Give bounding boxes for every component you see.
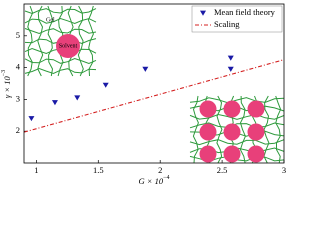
- solvent-droplet: [223, 100, 241, 118]
- plot-frame: [23, 3, 285, 164]
- chart: Gel Solvent 1 1.5 2 2.5 3 2 3 4 5 G × 10−4 γ × 10…: [1, 3, 286, 186]
- y-tick-label: 2: [16, 125, 20, 135]
- data-point: [28, 116, 35, 122]
- solvent-droplet: [199, 145, 217, 163]
- x-axis-label: G × 10−4: [138, 175, 169, 186]
- gel-strand: [24, 67, 97, 75]
- solvent-droplet: [56, 34, 80, 58]
- data-point: [102, 82, 109, 88]
- x-label-text: G × 10: [138, 176, 163, 186]
- solvent-droplet: [223, 145, 241, 163]
- network-illustrations: Gel Solvent: [24, 5, 285, 164]
- legend: Mean field theory Scaling: [191, 5, 283, 33]
- gel-strand: [239, 95, 246, 164]
- gel-strand: [24, 17, 97, 25]
- solvent-droplet: [247, 100, 265, 118]
- y-tick-label: 4: [16, 62, 21, 72]
- gel-strand: [47, 5, 54, 77]
- x-tick-label: 2.5: [217, 165, 228, 175]
- solvent-droplet: [199, 123, 217, 141]
- solvent-droplet: [223, 123, 241, 141]
- x-tick-label: 3: [282, 165, 286, 175]
- data-point: [227, 66, 234, 72]
- gel-strand: [87, 5, 94, 77]
- data-point: [74, 95, 81, 101]
- y-label-text: γ × 10: [2, 76, 12, 99]
- gel-strand: [189, 97, 285, 104]
- legend-marker: [200, 10, 206, 16]
- gel-strand: [24, 8, 97, 15]
- solvent-droplet: [247, 145, 265, 163]
- gel-strand: [37, 5, 44, 77]
- legend-box: [191, 5, 283, 33]
- legend-label: Scaling: [214, 19, 240, 29]
- solvent-droplet: [199, 100, 217, 118]
- y-tick-label: 5: [16, 30, 20, 40]
- data-point: [51, 100, 58, 106]
- gel-strand: [189, 122, 285, 129]
- x-tick-label: 2: [158, 165, 162, 175]
- plot-area: 1 1.5 2 2.5 3 2 3 4 5: [16, 27, 286, 175]
- scaling-line: [23, 59, 285, 133]
- annotation: Gel: [46, 17, 55, 23]
- gel-strand: [24, 57, 97, 65]
- legend-label: Mean field theory: [214, 7, 276, 17]
- gel-strand: [77, 5, 84, 77]
- gel-strand: [275, 95, 282, 164]
- x-label-exponent: −4: [163, 175, 169, 181]
- data-point: [227, 55, 234, 61]
- y-tick-label: 3: [16, 93, 20, 103]
- gel-strand: [189, 139, 285, 146]
- solvent-droplet: [247, 123, 265, 141]
- gel-strand: [24, 28, 97, 35]
- y-axis-label: γ × 10−3: [1, 70, 12, 98]
- gel-strand: [27, 5, 34, 77]
- gel-strand: [192, 95, 199, 164]
- y-label-exponent: −3: [1, 70, 7, 76]
- annotation: Solvent: [59, 43, 78, 49]
- x-tick-label: 1.5: [93, 165, 104, 175]
- x-tick-label: 1: [34, 165, 38, 175]
- data-point: [142, 66, 149, 72]
